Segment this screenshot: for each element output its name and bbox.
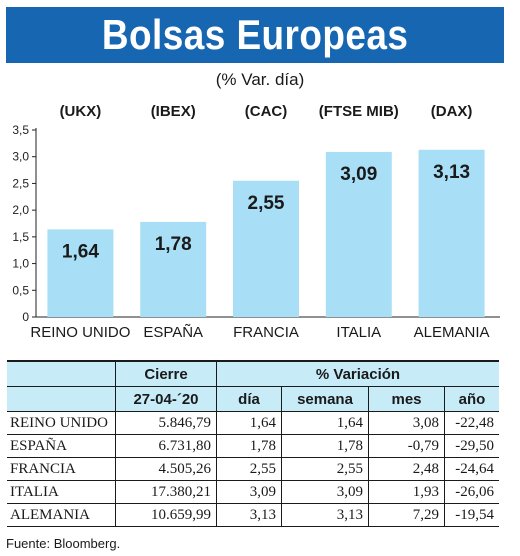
- header-variacion: % Variación: [216, 360, 499, 387]
- cell-dia: 2,55: [216, 457, 282, 481]
- title-banner: Bolsas Europeas: [6, 7, 504, 63]
- index-label: (IBEX): [151, 103, 196, 120]
- cell-semana: 3,13: [281, 503, 369, 527]
- bar: [140, 221, 207, 317]
- index-label: (CAC): [245, 103, 288, 120]
- cell-cierre: 6.731,80: [115, 434, 217, 458]
- data-table-wrapper: Cierre % Variación 27-04-´20 día semana …: [7, 360, 499, 527]
- subheader-date: 27-04-´20: [115, 386, 217, 412]
- index-label: (DAX): [431, 103, 473, 120]
- table-row: REINO UNIDO 5.846,79 1,64 1,64 3,08 -22,48: [7, 411, 499, 435]
- cell-country: REINO UNIDO: [7, 411, 116, 435]
- table-header-row: Cierre % Variación: [7, 360, 499, 387]
- x-tick-label: ESPAÑA: [143, 324, 203, 341]
- x-tick-label: ITALIA: [336, 324, 381, 341]
- index-label: (UKX): [60, 103, 102, 120]
- subheader-semana: semana: [281, 386, 369, 412]
- cell-dia: 1,64: [216, 411, 282, 435]
- page-title: Bolsas Europeas: [101, 11, 409, 58]
- cell-anio: -19,54: [444, 503, 499, 527]
- header-blank: [7, 360, 116, 387]
- cell-anio: -29,50: [444, 434, 499, 458]
- bar: [325, 151, 392, 317]
- cell-cierre: 17.380,21: [115, 480, 217, 504]
- cell-semana: 1,78: [281, 434, 369, 458]
- bar-value-label: 1,64: [62, 241, 99, 262]
- bar: [233, 180, 299, 317]
- y-tick-label: 2,0: [12, 203, 29, 217]
- subheader-blank: [7, 386, 116, 412]
- cell-country: ITALIA: [7, 480, 116, 504]
- cell-country: ALEMANIA: [7, 503, 116, 527]
- x-tick-label: FRANCIA: [233, 324, 299, 341]
- cell-anio: -24,64: [444, 457, 499, 481]
- subheader-dia: día: [216, 386, 282, 412]
- source-note: Fuente: Bloomberg.: [6, 536, 121, 551]
- cell-dia: 1,78: [216, 434, 282, 458]
- bar-value-label: 3,09: [340, 164, 377, 185]
- bar: [47, 229, 114, 317]
- data-table: Cierre % Variación 27-04-´20 día semana …: [7, 360, 499, 527]
- cell-country: ESPAÑA: [7, 434, 116, 458]
- index-label: (FTSE MIB): [319, 103, 399, 120]
- cell-semana: 3,09: [281, 480, 369, 504]
- x-tick-label: REINO UNIDO: [30, 324, 130, 341]
- x-tick-label: ALEMANIA: [414, 324, 490, 341]
- bar-value-label: 2,55: [248, 193, 285, 214]
- table-row: FRANCIA 4.505,26 2,55 2,55 2,48 -24,64: [7, 457, 499, 481]
- cell-semana: 2,55: [281, 457, 369, 481]
- bar: [418, 149, 485, 317]
- cell-mes: 2,48: [368, 457, 445, 481]
- cell-cierre: 5.846,79: [115, 411, 217, 435]
- table-row: ITALIA 17.380,21 3,09 3,09 1,93 -26,06: [7, 480, 499, 504]
- cell-mes: 3,08: [368, 411, 445, 435]
- cell-mes: -0,79: [368, 434, 445, 458]
- cell-dia: 3,09: [216, 480, 282, 504]
- y-tick-label: 2,5: [12, 176, 29, 190]
- cell-country: FRANCIA: [7, 457, 116, 481]
- cell-mes: 1,93: [368, 480, 445, 504]
- y-tick-label: 1,0: [12, 257, 29, 271]
- table-subheader-row: 27-04-´20 día semana mes año: [7, 386, 499, 412]
- y-tick-label: 0: [22, 310, 29, 324]
- cell-anio: -22,48: [444, 411, 499, 435]
- bar-value-label: 3,13: [433, 162, 470, 183]
- cell-mes: 7,29: [368, 503, 445, 527]
- cell-cierre: 10.659,99: [115, 503, 217, 527]
- subheader-mes: mes: [368, 386, 445, 412]
- bar-value-label: 1,78: [155, 234, 192, 255]
- cell-cierre: 4.505,26: [115, 457, 217, 481]
- cell-dia: 3,13: [216, 503, 282, 527]
- subheader-anio: año: [444, 386, 499, 412]
- table-row: ALEMANIA 10.659,99 3,13 3,13 7,29 -19,54: [7, 503, 499, 527]
- cell-anio: -26,06: [444, 480, 499, 504]
- bar-chart: 0 0,5 1,0 1,5 2,0 2,5 3,0 3,5 1,64 (UKX) REINO UNI…: [12, 103, 500, 341]
- table-row: ESPAÑA 6.731,80 1,78 1,78 -0,79 -29,50: [7, 434, 499, 458]
- chart-subtitle: (% Var. día): [215, 70, 305, 89]
- y-tick-label: 3,0: [12, 150, 29, 164]
- y-tick-label: 0,5: [12, 283, 29, 297]
- header-cierre: Cierre: [115, 360, 217, 387]
- cell-semana: 1,64: [281, 411, 369, 435]
- y-tick-label: 3,5: [12, 123, 29, 137]
- y-tick-label: 1,5: [12, 230, 29, 244]
